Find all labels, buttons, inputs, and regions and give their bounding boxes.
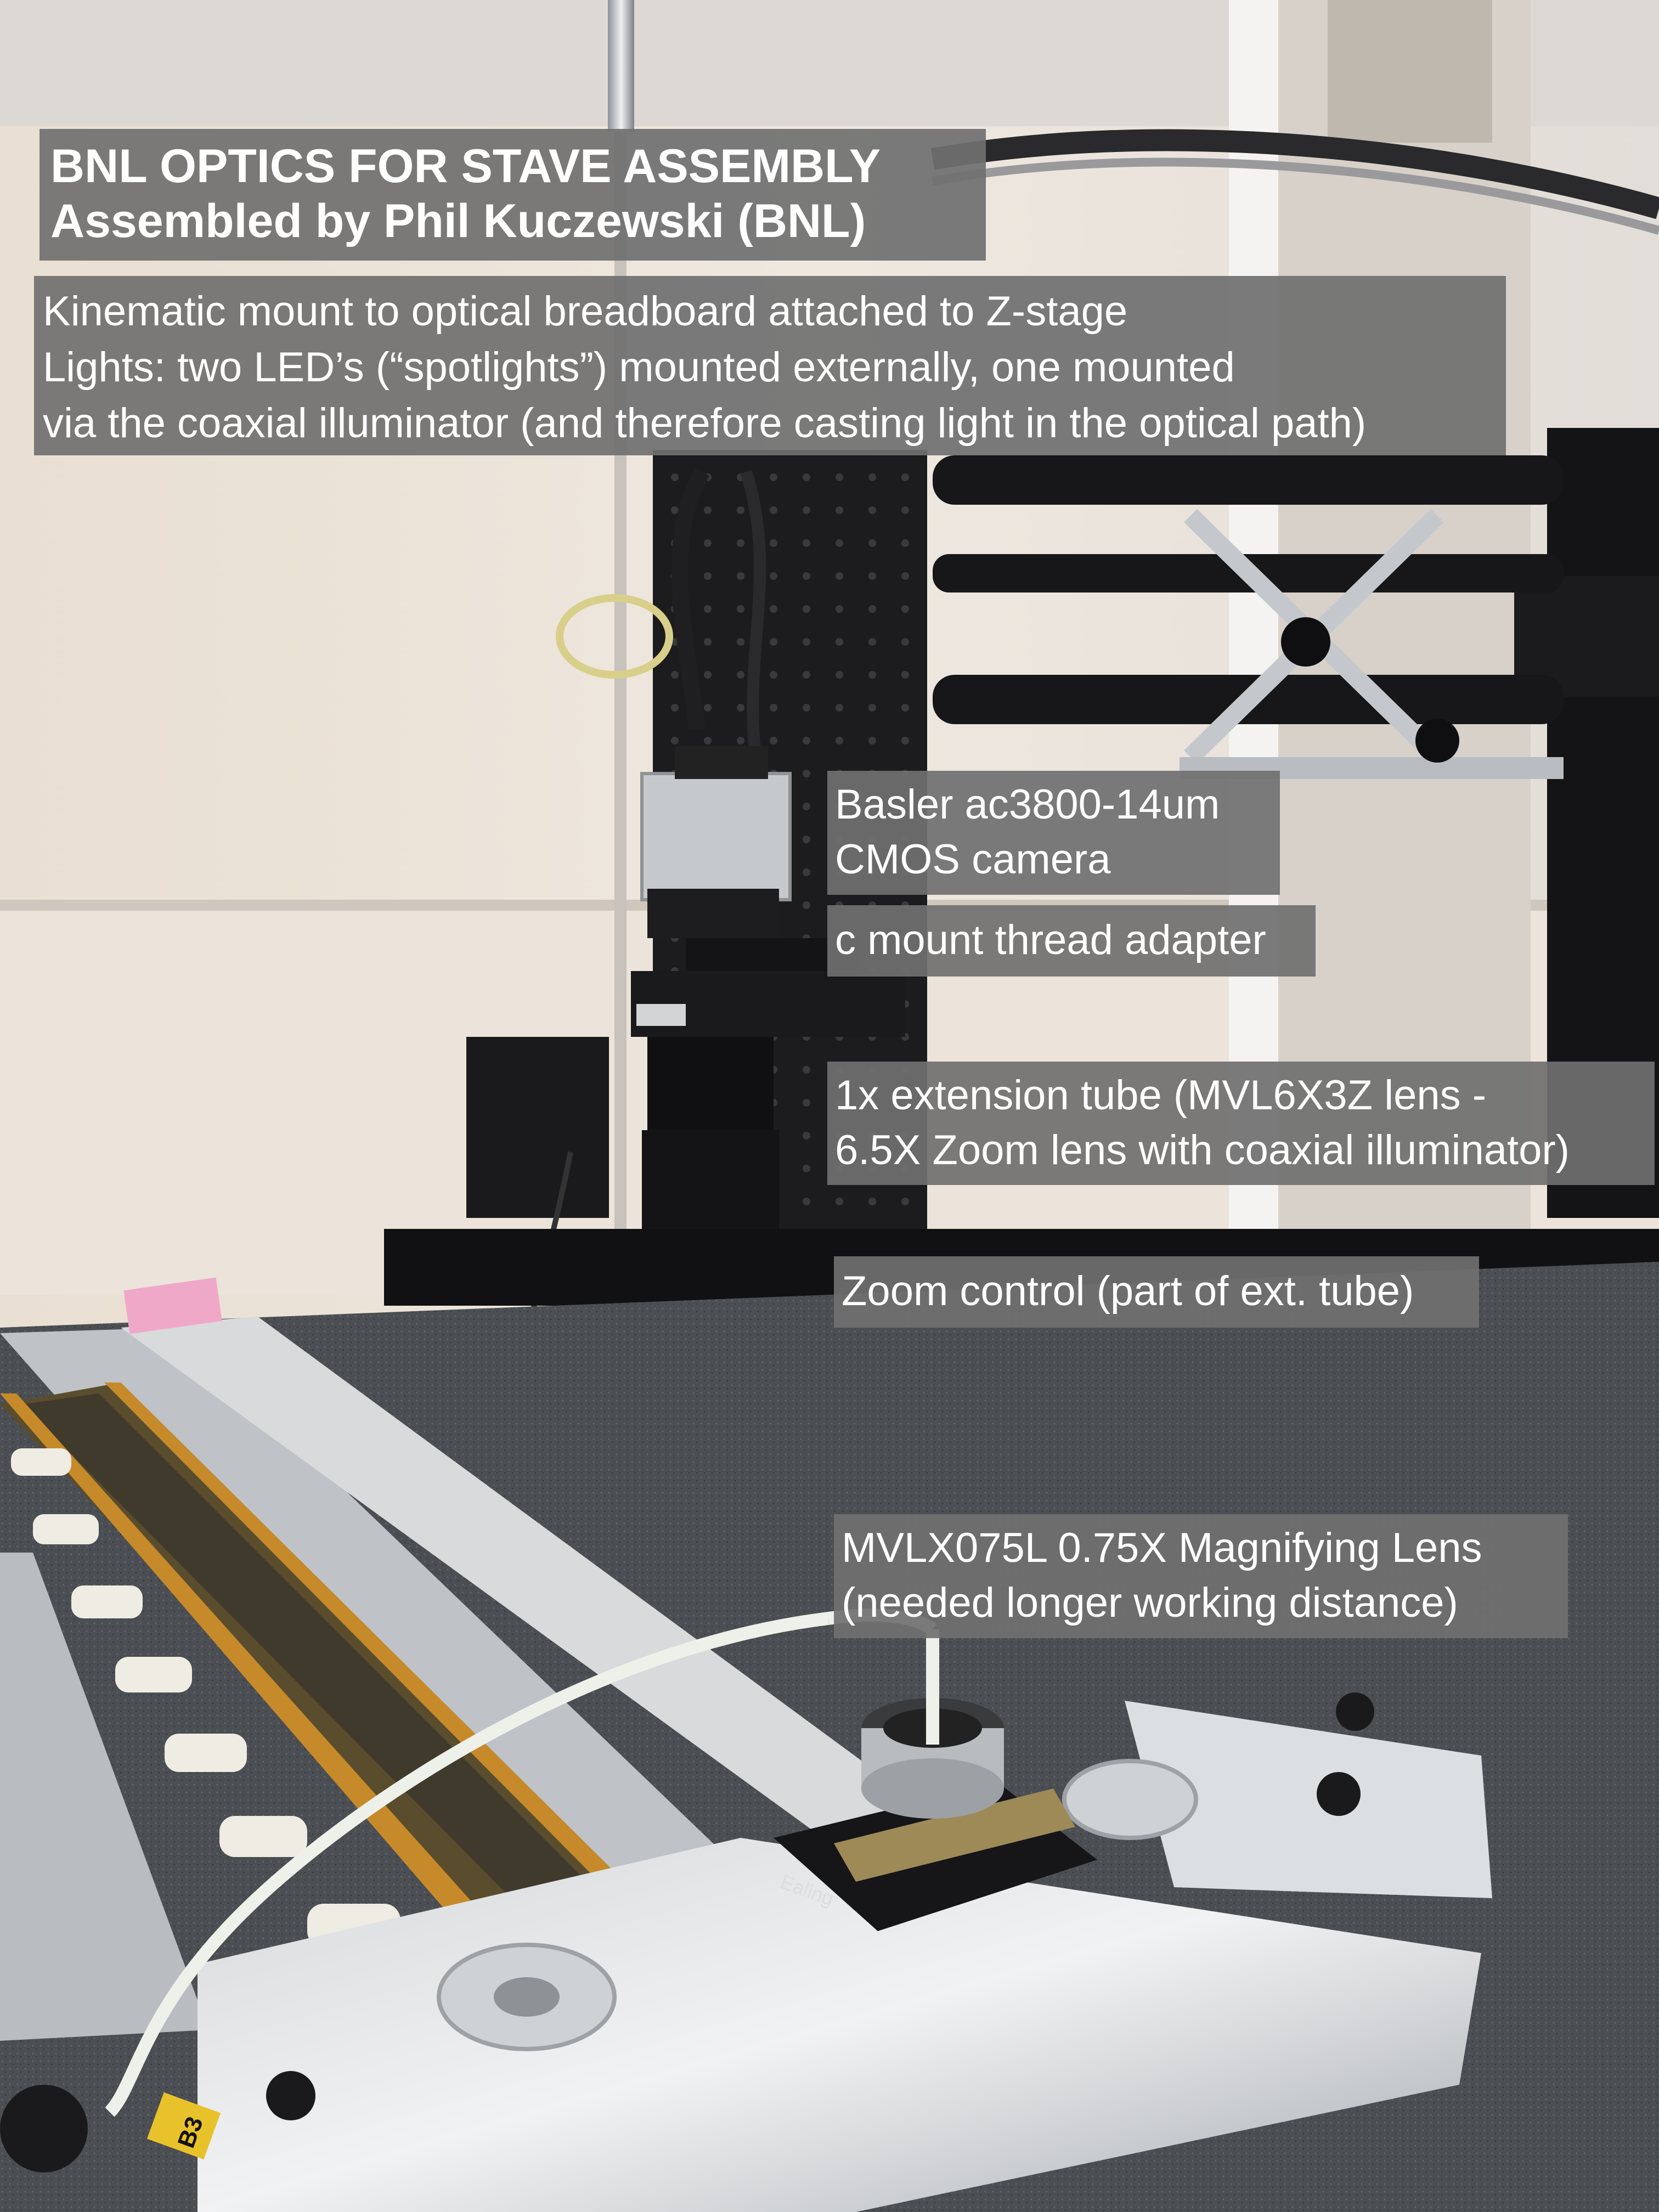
- extension-tube-callout-line-1: 1x extension tube (MVL6X3Z lens -: [835, 1072, 1487, 1119]
- zoom-control-callout-line-1: Zoom control (part of ext. tube): [842, 1268, 1414, 1314]
- extension-tube-callout-line-2: 6.5X Zoom lens with coaxial illuminator): [835, 1127, 1570, 1173]
- description-line-2: Lights: two LED’s (“spotlights”) mounted…: [43, 344, 1235, 391]
- magnifying-lens-callout-line-1: MVLX075L 0.75X Magnifying Lens: [842, 1525, 1482, 1571]
- description-line-3: via the coaxial illuminator (and therefo…: [43, 400, 1367, 447]
- adapter-callout: c mount thread adapter: [827, 905, 1316, 977]
- camera-callout: Basler ac3800-14um CMOS camera: [827, 771, 1280, 895]
- camera-callout-line-1: Basler ac3800-14um: [835, 781, 1220, 828]
- description-line-1: Kinematic mount to optical breadboard at…: [43, 288, 1128, 335]
- adapter-callout-line-1: c mount thread adapter: [835, 917, 1266, 963]
- description-label: Kinematic mount to optical breadboard at…: [34, 276, 1506, 455]
- title-line-2: Assembled by Phil Kuczewski (BNL): [50, 195, 866, 247]
- extension-tube-callout: 1x extension tube (MVL6X3Z lens - 6.5X Z…: [827, 1062, 1655, 1185]
- magnifying-lens-callout-line-2: (needed longer working distance): [842, 1579, 1458, 1626]
- title-line-1: BNL OPTICS FOR STAVE ASSEMBLY: [50, 140, 881, 193]
- camera-callout-line-2: CMOS camera: [835, 836, 1111, 883]
- magnifying-lens-callout: MVLX075L 0.75X Magnifying Lens (needed l…: [834, 1514, 1568, 1638]
- title-label: BNL OPTICS FOR STAVE ASSEMBLY Assembled …: [40, 129, 986, 261]
- zoom-control-callout: Zoom control (part of ext. tube): [834, 1256, 1479, 1328]
